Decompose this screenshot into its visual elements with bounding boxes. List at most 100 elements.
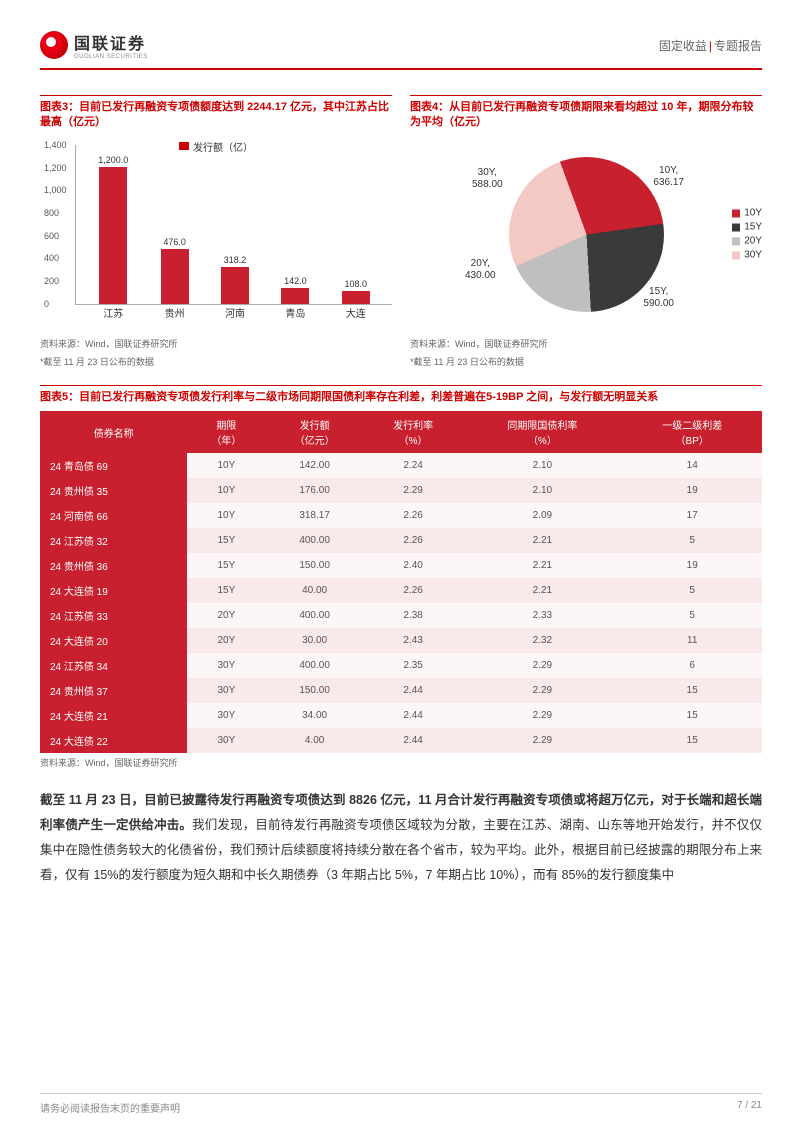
data-cell: 30Y <box>187 703 265 728</box>
table-row: 24 贵州债 3730Y150.002.442.2915 <box>40 678 762 703</box>
legend-item-15Y: 15Y <box>732 222 762 233</box>
legend-item-20Y: 20Y <box>732 236 762 247</box>
data-cell: 2.24 <box>364 453 463 478</box>
chart4-title: 图表4：从目前已发行再融资专项债期限来看均超过 10 年，期限分布较为平均（亿元… <box>410 95 762 131</box>
body-paragraph: 截至 11 月 23 日，目前已披露待发行再融资专项债达到 8826 亿元，11… <box>40 788 762 888</box>
table5-source: 资料来源：Wind，国联证券研究所 <box>40 757 762 770</box>
data-cell: 30.00 <box>265 628 364 653</box>
pie-label-30y: 30Y,588.00 <box>472 167 503 191</box>
data-cell: 4.00 <box>265 728 364 753</box>
data-cell: 17 <box>622 503 762 528</box>
data-cell: 19 <box>622 478 762 503</box>
chart4-pie: 10Y,636.17 15Y,590.00 20Y,430.00 30Y,588… <box>410 137 762 332</box>
data-cell: 15Y <box>187 578 265 603</box>
page-footer: 请务必阅读报告末页的重要声明 7 / 21 <box>40 1093 762 1115</box>
bar-江苏: 1,200.0江苏 <box>98 155 128 304</box>
data-cell: 2.44 <box>364 703 463 728</box>
data-cell: 5 <box>622 528 762 553</box>
chart4-note: *截至 11 月 23 日公布的数据 <box>410 356 762 369</box>
bond-name-cell: 24 贵州债 35 <box>40 478 187 503</box>
table5: 债券名称期限（年）发行额（亿元）发行利率（%）同期限国债利率（%）一级二级利差（… <box>40 411 762 753</box>
data-cell: 15Y <box>187 528 265 553</box>
data-cell: 176.00 <box>265 478 364 503</box>
bond-name-cell: 24 贵州债 36 <box>40 553 187 578</box>
category-2: 专题报告 <box>714 39 762 53</box>
data-cell: 2.21 <box>462 528 622 553</box>
chart3-block: 图表3：目前已发行再融资专项债额度达到 2244.17 亿元，其中江苏占比最高（… <box>40 95 392 369</box>
data-cell: 2.09 <box>462 503 622 528</box>
bond-name-cell: 24 江苏债 32 <box>40 528 187 553</box>
data-cell: 40.00 <box>265 578 364 603</box>
chart3-title: 图表3：目前已发行再融资专项债额度达到 2244.17 亿元，其中江苏占比最高（… <box>40 95 392 131</box>
data-cell: 2.40 <box>364 553 463 578</box>
table-row: 24 江苏债 3430Y400.002.352.296 <box>40 653 762 678</box>
data-cell: 10Y <box>187 503 265 528</box>
data-cell: 400.00 <box>265 603 364 628</box>
data-cell: 20Y <box>187 628 265 653</box>
data-cell: 15 <box>622 728 762 753</box>
data-cell: 2.43 <box>364 628 463 653</box>
logo: 国联证券 GUOLIAN SECURITIES <box>40 30 148 60</box>
table-row: 24 大连债 2020Y30.002.432.3211 <box>40 628 762 653</box>
bar-河南: 318.2河南 <box>221 255 249 303</box>
data-cell: 318.17 <box>265 503 364 528</box>
chart3-note: *截至 11 月 23 日公布的数据 <box>40 356 392 369</box>
table-header: 发行利率（%） <box>364 411 463 453</box>
bond-name-cell: 24 青岛债 69 <box>40 453 187 478</box>
data-cell: 14 <box>622 453 762 478</box>
data-cell: 30Y <box>187 653 265 678</box>
table-header: 发行额（亿元） <box>265 411 364 453</box>
data-cell: 150.00 <box>265 678 364 703</box>
chart4-block: 图表4：从目前已发行再融资专项债期限来看均超过 10 年，期限分布较为平均（亿元… <box>410 95 762 369</box>
pie-label-20y: 20Y,430.00 <box>465 258 496 282</box>
data-cell: 5 <box>622 603 762 628</box>
header-category: 固定收益|专题报告 <box>659 37 762 54</box>
data-cell: 150.00 <box>265 553 364 578</box>
company-name-en: GUOLIAN SECURITIES <box>74 54 148 60</box>
data-cell: 2.33 <box>462 603 622 628</box>
data-cell: 2.44 <box>364 678 463 703</box>
chart4-legend: 10Y 15Y 20Y 30Y <box>732 205 762 264</box>
table-row: 24 大连债 1915Y40.002.262.215 <box>40 578 762 603</box>
company-name-cn: 国联证券 <box>74 30 148 54</box>
data-cell: 15 <box>622 678 762 703</box>
legend-item-10Y: 10Y <box>732 208 762 219</box>
data-cell: 10Y <box>187 478 265 503</box>
chart4-source: 资料来源：Wind，国联证券研究所 <box>410 338 762 351</box>
footer-page-number: 7 / 21 <box>737 1100 762 1115</box>
data-cell: 2.32 <box>462 628 622 653</box>
data-cell: 2.38 <box>364 603 463 628</box>
bond-name-cell: 24 大连债 19 <box>40 578 187 603</box>
data-cell: 10Y <box>187 453 265 478</box>
data-cell: 2.26 <box>364 578 463 603</box>
data-cell: 142.00 <box>265 453 364 478</box>
data-cell: 2.44 <box>364 728 463 753</box>
data-cell: 2.29 <box>462 728 622 753</box>
data-cell: 400.00 <box>265 653 364 678</box>
data-cell: 20Y <box>187 603 265 628</box>
data-cell: 2.29 <box>462 653 622 678</box>
table-header: 同期限国债利率（%） <box>462 411 622 453</box>
data-cell: 15 <box>622 703 762 728</box>
data-cell: 2.29 <box>462 678 622 703</box>
data-cell: 15Y <box>187 553 265 578</box>
data-cell: 400.00 <box>265 528 364 553</box>
table-header: 期限（年） <box>187 411 265 453</box>
legend-item-30Y: 30Y <box>732 250 762 261</box>
page-header: 国联证券 GUOLIAN SECURITIES 固定收益|专题报告 <box>40 30 762 70</box>
table-header: 债券名称 <box>40 411 187 453</box>
chart3-source: 资料来源：Wind，国联证券研究所 <box>40 338 392 351</box>
table-row: 24 贵州债 3615Y150.002.402.2119 <box>40 553 762 578</box>
data-cell: 2.21 <box>462 553 622 578</box>
bar-贵州: 476.0贵州 <box>161 237 189 303</box>
data-cell: 2.35 <box>364 653 463 678</box>
chart3-bar-chart: 发行额（亿） 02004006008001,0001,2001,4001,200… <box>40 137 392 332</box>
bond-name-cell: 24 大连债 21 <box>40 703 187 728</box>
pie-label-10y: 10Y,636.17 <box>653 165 684 189</box>
data-cell: 2.26 <box>364 503 463 528</box>
bond-name-cell: 24 贵州债 37 <box>40 678 187 703</box>
data-cell: 2.21 <box>462 578 622 603</box>
bond-name-cell: 24 江苏债 34 <box>40 653 187 678</box>
data-cell: 2.29 <box>462 703 622 728</box>
data-cell: 11 <box>622 628 762 653</box>
